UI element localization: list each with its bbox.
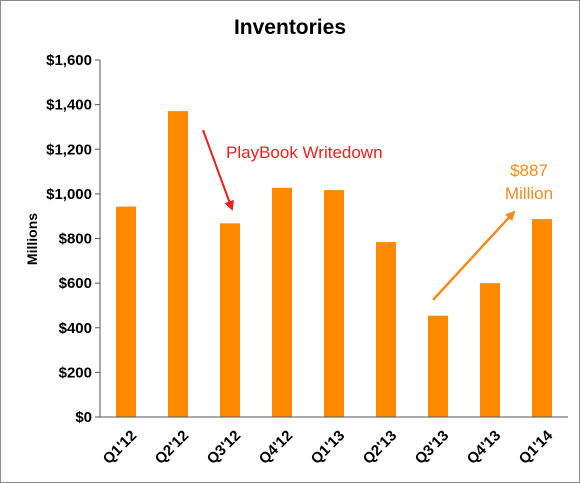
x-tick-label: Q1'14 — [516, 427, 557, 468]
million-annotation: Million — [505, 184, 553, 203]
x-tick-label: Q4'12 — [256, 427, 296, 467]
x-tick-label: Q1'12 — [100, 427, 140, 467]
y-tick-label: $0 — [75, 409, 92, 426]
x-tick-label: Q1'13 — [308, 427, 348, 467]
y-tick-label: $1,600 — [46, 52, 92, 69]
y-tick-label: $1,200 — [46, 141, 92, 158]
y-axis-ticks: $0 $200 $400 $600 $800 $1,000 $1,200 $1,400 $1,6… — [46, 52, 100, 426]
bar — [532, 219, 552, 417]
bar — [220, 223, 240, 417]
x-tick-label: Q2'13 — [360, 427, 400, 467]
bars-group — [116, 111, 552, 417]
bar — [168, 111, 188, 417]
x-tick-label: Q4'13 — [464, 427, 504, 467]
chart-title: Inventories — [234, 16, 346, 39]
playbook-writedown-annotation: PlayBook Writedown — [226, 143, 383, 162]
887-growth-arrow — [432, 210, 516, 301]
y-tick-label: $200 — [59, 364, 92, 381]
y-tick-label: $600 — [59, 275, 92, 292]
bar — [376, 242, 396, 417]
887-value-annotation: $887 — [510, 161, 548, 180]
bar — [480, 283, 500, 417]
x-axis-ticks: Q1'12 Q2'12 Q3'12 Q4'12 Q1'13 Q2'13 Q3'13 Q4'13… — [100, 427, 557, 468]
y-axis-label: Millions — [24, 213, 40, 265]
x-tick-label: Q3'13 — [412, 427, 452, 467]
x-tick-label: Q3'12 — [204, 427, 244, 467]
bar — [116, 206, 136, 417]
y-tick-label: $800 — [59, 231, 92, 248]
playbook-writedown-arrow — [202, 129, 234, 211]
y-tick-label: $400 — [59, 320, 92, 337]
bar — [324, 190, 344, 417]
y-tick-label: $1,000 — [46, 186, 92, 203]
x-tick-label: Q2'12 — [152, 427, 192, 467]
bar — [428, 315, 448, 417]
bar — [272, 187, 292, 417]
y-tick-label: $1,400 — [46, 97, 92, 114]
